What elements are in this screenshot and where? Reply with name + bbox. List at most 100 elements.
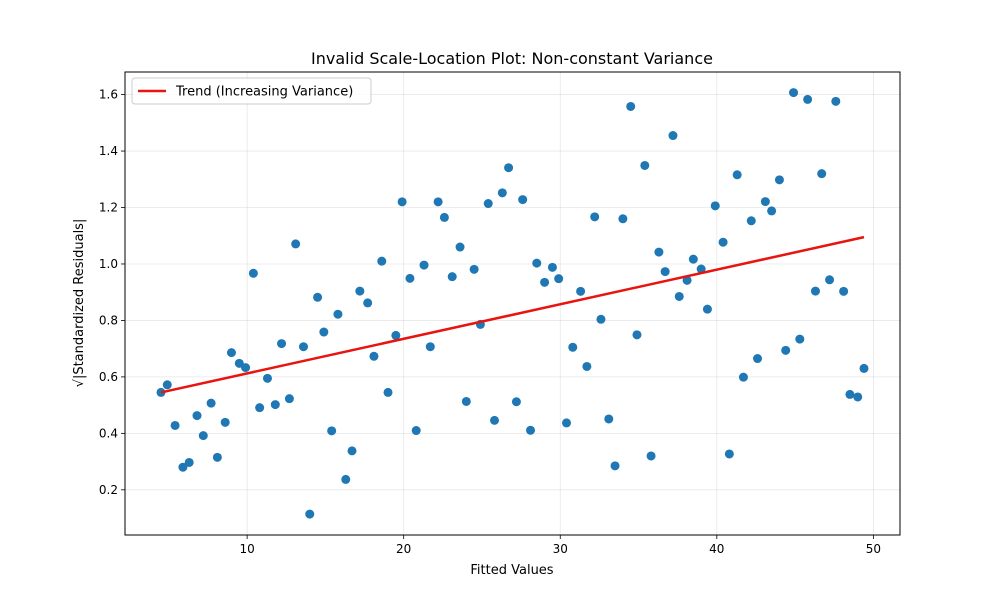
scatter-point [859,363,869,373]
scatter-point [781,345,791,355]
scatter-point [425,342,435,352]
scatter-point [220,417,230,427]
x-axis-label: Fitted Values [470,563,553,578]
scatter-point [369,351,379,361]
scatter-point [825,275,835,285]
scatter-point [674,291,684,301]
scatter-point [795,334,805,344]
scatter-point [532,258,542,268]
scatter-point [810,286,820,296]
scatter-point [568,342,578,352]
scatter-point [206,398,216,408]
scatter-point [277,339,287,349]
scatter-point [554,274,564,284]
scatter-point [682,275,692,285]
scatter-point [746,216,756,226]
scatter-point [774,175,784,185]
scatter-point [469,264,479,274]
scatter-point [433,197,443,207]
trend-line [160,235,865,394]
scatter-point [547,262,557,272]
scatter-point [610,461,620,471]
scatter-point [461,396,471,406]
scatter-point [618,214,628,224]
scatter-point [853,392,863,402]
scatter-point [184,457,194,467]
scatter-point [198,431,208,441]
scatter-point [767,206,777,216]
y-axis: 0.2 0.4 0.6 0.8 1.0 1.2 1.4 1.6 [99,88,125,497]
scatter-point [702,304,712,314]
scatter-point [646,451,656,461]
y-tick-label: 1.4 [99,144,118,158]
scatter-point [397,197,407,207]
scatter-point [383,387,393,397]
scatter-point [626,101,636,111]
scatter-point [489,415,499,425]
scatter-point [248,268,258,278]
y-tick-label: 0.8 [99,313,118,327]
scatter-point [341,474,351,484]
scatter-point [262,373,272,383]
scatter-point [718,237,728,247]
scatter-point [803,94,813,104]
scatter-point [654,247,664,257]
scatter-point [668,131,678,141]
scatter-point [226,348,236,358]
scatter-point [632,330,642,340]
scatter-point [738,372,748,382]
x-tick-label: 40 [709,542,724,556]
scatter-point [688,254,698,264]
y-tick-label: 1.0 [99,257,118,271]
scatter-point [298,342,308,352]
scatter-point [347,446,357,456]
scatter-point [192,411,202,421]
scatter-point [511,397,521,407]
scatter-point [333,309,343,319]
scatter-point [483,199,493,209]
chart-title: Invalid Scale-Location Plot: Non-constan… [311,49,713,68]
scatter-point [319,327,329,337]
x-tick-label: 30 [553,542,568,556]
scatter-point [439,212,449,222]
x-axis: 10 20 30 40 50 [239,535,881,556]
scatter-point [313,292,323,302]
scatter-point [455,242,465,252]
x-tick-label: 20 [396,542,411,556]
scatter-point [291,239,301,249]
scatter-point [411,426,421,436]
scatter-point [162,380,172,390]
legend: Trend (Increasing Variance) [131,77,372,105]
scatter-point [789,88,799,98]
scatter-point [760,197,770,207]
scatter-point [363,298,373,308]
scatter-point [596,314,606,324]
scatter-point [419,260,429,270]
scatter-point [447,272,457,282]
plot-area [156,88,869,519]
scatter-point [710,201,720,211]
scatter-point [640,160,650,170]
scatter-point [377,256,387,266]
scatter-point [582,361,592,371]
y-tick-label: 0.2 [99,483,118,497]
scatter-point [212,452,222,462]
scatter-point [327,426,337,436]
scatter-point [817,169,827,179]
scatter-point [660,267,670,277]
scatter-point [590,212,600,222]
scatter-point [178,462,188,472]
x-tick-label: 50 [866,542,881,556]
scatter-point [724,449,734,459]
scatter-point [562,418,572,428]
scatter-point [604,414,614,424]
scatter-point [284,394,294,404]
scatter-point [255,403,265,413]
scatter-point [241,363,251,373]
scatter-point [845,389,855,399]
scatter-point [576,286,586,296]
y-tick-label: 1.2 [99,201,118,215]
y-tick-label: 0.4 [99,426,118,440]
scatter-point [732,170,742,180]
